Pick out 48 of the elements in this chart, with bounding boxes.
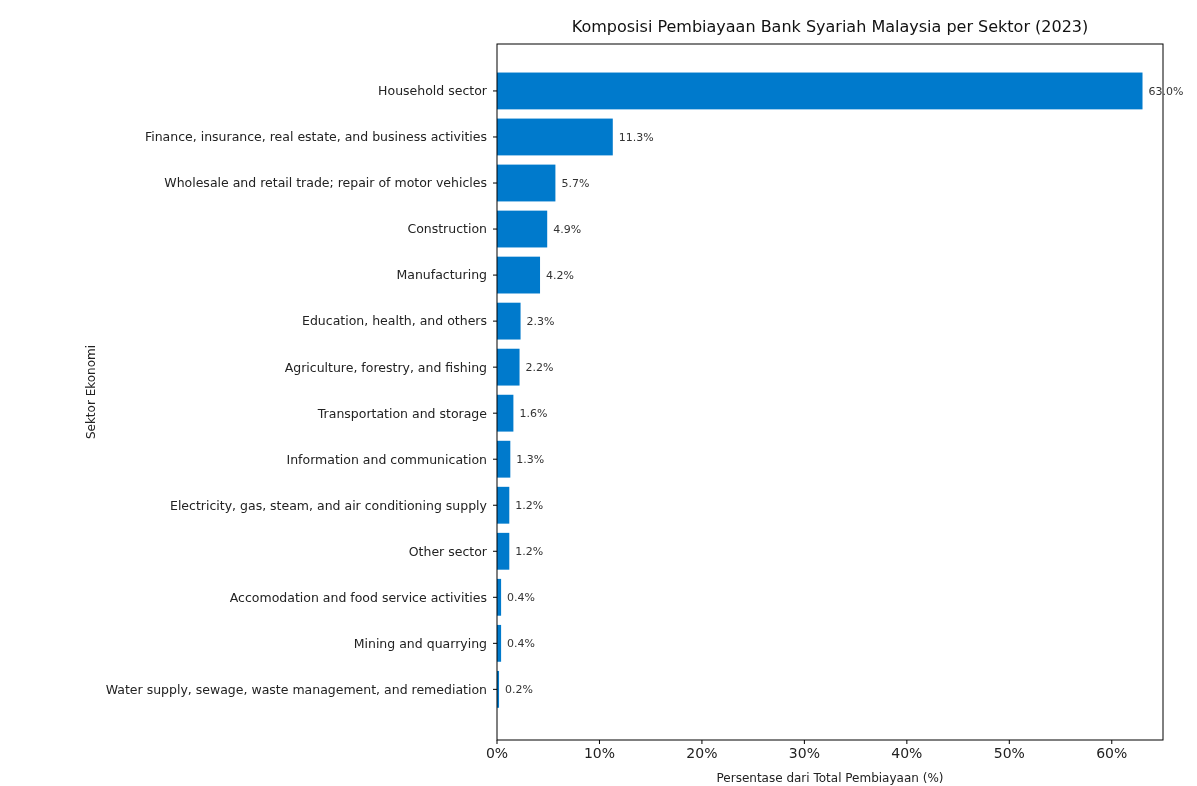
y-tick-label: Finance, insurance, real estate, and business activities xyxy=(144,129,487,145)
data-label: 1.6% xyxy=(519,407,548,421)
y-tick-label: Agriculture, forestry, and fishing xyxy=(284,359,487,375)
y-tick-label: Other sector xyxy=(408,543,488,559)
bar xyxy=(497,164,556,202)
bar xyxy=(497,72,1143,110)
y-tick-label: Manufacturing xyxy=(396,267,487,283)
x-axis-title: Persentase dari Total Pembiayaan (%) xyxy=(716,771,944,785)
x-tick-label: 10% xyxy=(583,745,616,761)
y-tick-label: Education, health, and others xyxy=(302,313,487,329)
bar xyxy=(497,348,520,386)
y-tick-label: Water supply, sewage, waste management, and remediation xyxy=(105,681,487,697)
bar xyxy=(497,532,510,570)
bar xyxy=(497,118,613,156)
x-tick-label: 30% xyxy=(788,745,820,761)
bar xyxy=(497,486,510,524)
x-tick-label: 60% xyxy=(1096,745,1128,761)
data-label: 4.2% xyxy=(546,268,574,282)
data-label: 1.2% xyxy=(515,545,544,559)
chart-title: Komposisi Pembiayaan Bank Syariah Malaysia per Sektor (2023) xyxy=(571,17,1089,36)
y-tick-label: Construction xyxy=(407,221,487,237)
x-tick-label: 20% xyxy=(686,745,718,761)
data-label: 11.3% xyxy=(618,130,654,144)
data-label: 1.3% xyxy=(516,453,545,467)
bar xyxy=(497,302,521,340)
bar xyxy=(497,210,548,248)
x-tick-label: 40% xyxy=(891,745,923,761)
data-label: 2.3% xyxy=(526,314,555,328)
data-label: 5.7% xyxy=(561,176,590,190)
y-tick-label: Wholesale and retail trade; repair of motor vehicles xyxy=(164,175,487,191)
y-tick-label: Household sector xyxy=(378,83,488,99)
x-tick-label: 50% xyxy=(993,745,1025,761)
data-label: 0.2% xyxy=(505,683,533,697)
y-tick-label: Accomodation and food service activities xyxy=(229,589,487,605)
data-label: 4.9% xyxy=(553,222,582,236)
data-label: 0.4% xyxy=(507,591,536,605)
y-axis-title: Sektor Ekonomi xyxy=(84,344,98,440)
y-tick-label: Information and communication xyxy=(286,451,487,467)
data-label: 2.2% xyxy=(525,360,554,374)
x-tick-label: 0% xyxy=(485,745,509,761)
bar xyxy=(497,440,511,478)
y-tick-label: Mining and quarrying xyxy=(353,635,487,651)
data-label: 0.4% xyxy=(507,637,536,651)
y-tick-label: Transportation and storage xyxy=(316,405,488,421)
data-label: 1.2% xyxy=(515,499,544,513)
bar xyxy=(497,394,514,432)
y-tick-label: Electricity, gas, steam, and air conditioning supply xyxy=(170,497,488,513)
bar xyxy=(497,256,541,294)
